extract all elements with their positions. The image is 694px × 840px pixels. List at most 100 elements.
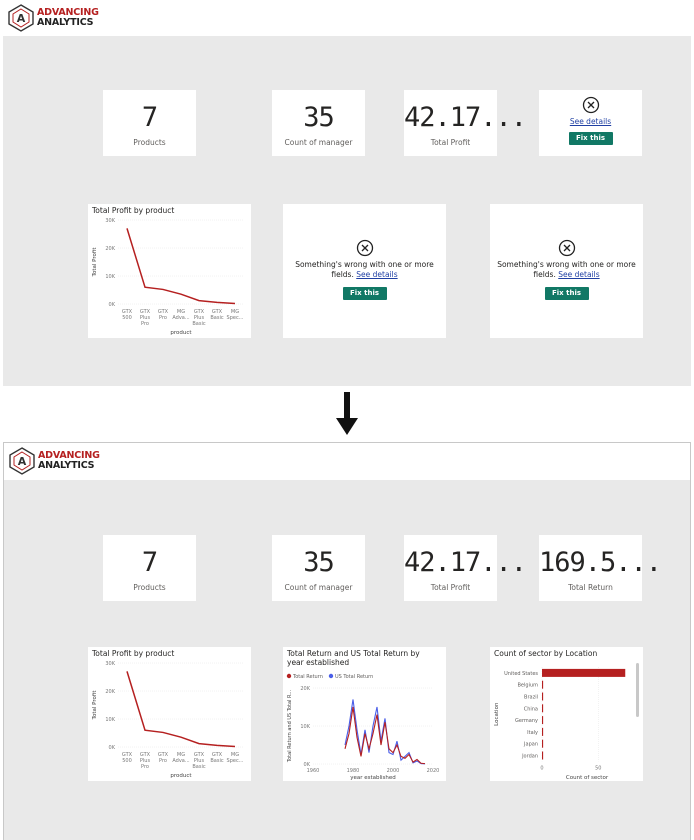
kpi-card-profit[interactable]: 42.17... Total Profit: [404, 535, 527, 601]
x-tick-label: GTX: [212, 752, 223, 758]
kpi-value: 7: [141, 547, 158, 578]
error-card-visual-2: Something's wrong with one or more field…: [490, 204, 643, 338]
y-tick-label: Italy: [527, 730, 538, 736]
series-line-us-total-return: [344, 699, 426, 765]
y-tick-label: 30K: [105, 218, 115, 224]
brand-logo: A ADVANCING ANALYTICS: [8, 4, 99, 32]
sector-chart-card[interactable]: Count of sector by Location 0 50 United St…: [490, 647, 643, 781]
profit-chart-card-before[interactable]: Total Profit by product 30K 20K 10K 0K GTX 50…: [88, 204, 251, 338]
error-message-2: fields.: [331, 270, 354, 279]
x-tick-label: MG: [177, 309, 185, 315]
y-tick-label: 30K: [105, 661, 115, 667]
profit-chart-card-after[interactable]: Total Profit by product 30K 20K 10K 0K GTX 50…: [88, 647, 251, 781]
y-tick-label: United States: [504, 671, 538, 677]
x-tick-label: 0: [540, 765, 543, 771]
bar: [542, 704, 544, 713]
x-axis-title: product: [170, 773, 192, 779]
kpi-label: Products: [133, 583, 166, 592]
x-tick-label: Adva...: [172, 315, 190, 321]
chart-scrollbar[interactable]: [636, 663, 639, 717]
see-details-link[interactable]: See details: [569, 117, 612, 126]
x-tick-label: Spec...: [227, 315, 244, 321]
x-tick-label: Basic: [210, 315, 223, 321]
x-tick-label: MG: [177, 752, 185, 758]
fix-this-button[interactable]: Fix this: [342, 287, 387, 300]
bar: [542, 692, 544, 701]
kpi-value: 42.17...: [404, 102, 527, 133]
x-axis-title: Count of sector: [566, 775, 609, 781]
x-tick-label: Pro: [141, 764, 149, 770]
kpi-card-managers[interactable]: 35 Count of manager: [272, 90, 365, 156]
chart-title: Count of sector by Location: [494, 649, 598, 658]
bar: [542, 739, 544, 748]
kpi-label: Total Return: [568, 583, 613, 592]
x-tick-label: GTX: [158, 309, 169, 315]
error-card-visual-1: Something's wrong with one or more field…: [283, 204, 446, 338]
svg-text:A: A: [18, 455, 27, 468]
x-tick-label: Plus: [194, 315, 205, 321]
bar: [542, 727, 544, 736]
report-header: A ADVANCING ANALYTICS: [4, 443, 690, 480]
report-header: A ADVANCING ANALYTICS: [3, 0, 691, 36]
legend-label: Total Return: [292, 674, 323, 680]
x-tick-label: Spec...: [227, 758, 244, 764]
kpi-card-profit[interactable]: 42.17... Total Profit: [404, 90, 527, 156]
see-details-link[interactable]: See details: [558, 270, 600, 279]
kpi-value: 35: [303, 547, 335, 578]
x-tick-label: MG: [231, 309, 239, 315]
x-tick-label: Adva...: [172, 758, 190, 764]
bar: [542, 680, 544, 689]
kpi-value: 42.17...: [404, 547, 527, 578]
legend-marker: [286, 673, 292, 679]
kpi-value: 7: [141, 102, 158, 133]
report-after: A ADVANCING ANALYTICS 7 Products 35 Coun…: [3, 442, 691, 840]
bar: [542, 751, 544, 760]
kpi-label: Count of manager: [284, 138, 353, 147]
profit-series-line: [126, 671, 236, 748]
down-arrow-icon: [336, 392, 358, 435]
y-tick-label: Germany: [515, 718, 538, 724]
y-tick-label: China: [524, 706, 538, 712]
error-circle-x-icon: [558, 239, 575, 257]
x-tick-label: Plus: [140, 758, 151, 764]
fix-this-button[interactable]: Fix this: [568, 132, 613, 145]
y-axis-title: Total Profit: [92, 247, 98, 278]
see-details-link[interactable]: See details: [356, 270, 398, 279]
x-tick-label: GTX: [194, 309, 205, 315]
error-circle-x-icon: [356, 239, 373, 257]
y-axis-title: Total Profit: [92, 690, 98, 721]
kpi-card-products[interactable]: 7 Products: [103, 535, 196, 601]
kpi-value: 35: [303, 102, 335, 133]
fix-this-button[interactable]: Fix this: [544, 287, 589, 300]
chart-title: Total Profit by product: [92, 206, 175, 215]
y-axis-title: Total Return and US Total R...: [287, 689, 293, 763]
y-axis-title: Location: [494, 702, 500, 726]
x-tick-label: Plus: [194, 758, 205, 764]
return-chart-card[interactable]: Total Return and US Total Return by year…: [283, 647, 446, 781]
kpi-card-products[interactable]: 7 Products: [103, 90, 196, 156]
kpi-card-return[interactable]: 169.5... Total Return: [539, 535, 662, 601]
kpi-label: Total Profit: [430, 583, 471, 592]
series-line-total-return: [344, 706, 426, 765]
x-tick-label: Basic: [192, 321, 205, 327]
sector-bar-chart: 0 50 United States Belgium Brazil China German…: [494, 667, 626, 781]
logo-line2: ANALYTICS: [37, 17, 94, 28]
svg-text:A: A: [17, 12, 26, 25]
y-tick-label: 20K: [300, 686, 310, 692]
y-tick-label: 10K: [105, 717, 115, 723]
kpi-card-managers[interactable]: 35 Count of manager: [272, 535, 365, 601]
x-tick-label: 500: [122, 758, 132, 764]
report-canvas: 7 Products 35 Count of manager 42.17... …: [4, 480, 690, 840]
error-message: Something's wrong with one or more: [497, 260, 636, 269]
x-axis-title: product: [170, 330, 192, 336]
x-tick-label: MG: [231, 752, 239, 758]
x-tick-label: 500: [122, 315, 132, 321]
x-tick-label: GTX: [140, 752, 151, 758]
legend-label: US Total Return: [335, 674, 373, 680]
kpi-value: 169.5...: [539, 547, 662, 578]
x-tick-label: 2020: [427, 768, 440, 774]
logo-line1: ADVANCING: [38, 450, 100, 461]
report-canvas: 7 Products 35 Count of manager 42.17... …: [3, 36, 691, 386]
y-tick-label: 10K: [105, 274, 115, 280]
kpi-label: Products: [133, 138, 166, 147]
